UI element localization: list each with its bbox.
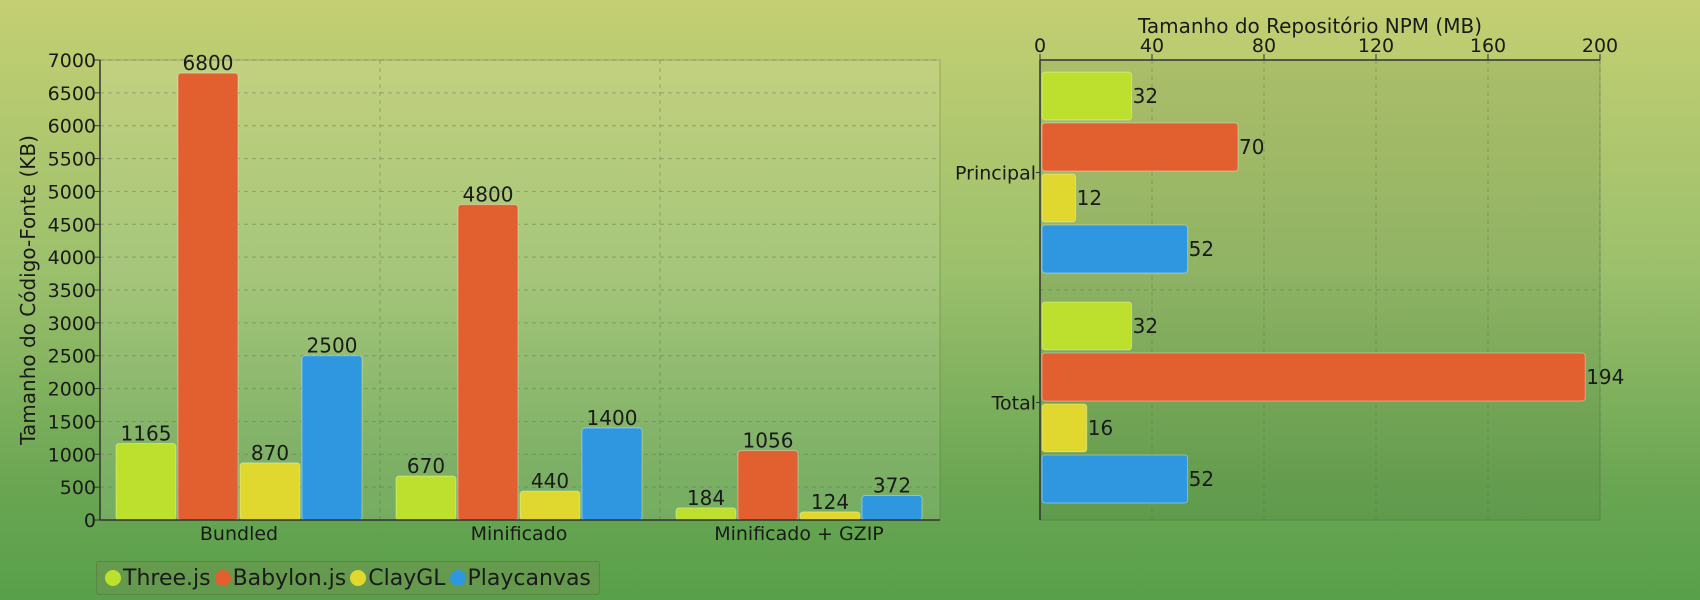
bar: [1041, 301, 1133, 351]
legend-label: Playcanvas: [467, 565, 591, 591]
x-tick-label: Minificado + GZIP: [714, 523, 884, 545]
bar: [581, 427, 643, 521]
y-tick-label: 5500: [48, 149, 96, 171]
bar: [457, 204, 519, 521]
y-tick-label: Principal: [955, 163, 1036, 185]
data-label: 2500: [307, 334, 358, 358]
y-tick-label: 7000: [48, 50, 96, 72]
data-label: 32: [1133, 84, 1158, 108]
bar: [177, 72, 239, 521]
bar: [1041, 71, 1133, 121]
bar: [1041, 352, 1586, 402]
y-tick-label: Total: [991, 393, 1036, 415]
data-label: 4800: [463, 183, 514, 207]
bar: [1041, 173, 1077, 223]
y-tick-label: 5000: [48, 181, 96, 203]
data-label: 52: [1189, 237, 1214, 261]
legend-label: Babylon.js: [232, 565, 347, 591]
y-tick-label: 0: [84, 510, 96, 532]
y-tick-label: 1000: [48, 444, 96, 466]
data-label: 1400: [587, 406, 638, 430]
data-label: 124: [811, 490, 849, 514]
y-tick-label: 6500: [48, 83, 96, 105]
legend-item-babylon: Babylon.js: [214, 565, 347, 591]
data-label: 870: [251, 441, 289, 465]
y-tick-label: 2500: [48, 346, 96, 368]
x-tick-label: Minificado: [471, 523, 568, 545]
y-tick-label: 3000: [48, 313, 96, 335]
data-label: 6800: [183, 51, 234, 75]
data-label: 1056: [743, 429, 794, 453]
bar: [861, 495, 923, 521]
y-tick-label: 4500: [48, 214, 96, 236]
bar: [1041, 454, 1189, 504]
bar: [519, 490, 581, 521]
legend-label: ClayGL: [368, 565, 446, 591]
y-axis-title: Tamanho do Código-Fonte (KB): [16, 135, 40, 446]
y-tick-label: 500: [60, 477, 96, 499]
legend-item-claygl: ClayGL: [350, 565, 446, 591]
legend-swatch-icon: [214, 570, 231, 586]
x-tick-label: 120: [1358, 35, 1394, 57]
bar: [301, 355, 363, 521]
legend-label: Three.js: [123, 565, 211, 591]
legend-swatch-icon: [350, 570, 367, 586]
x-tick-label: 0: [1034, 35, 1046, 57]
data-label: 670: [407, 454, 445, 478]
source-size-bar-chart: 0 500 1000 1500 2000 2500 3000 3500 4000 4500 5000…: [16, 50, 941, 545]
data-label: 16: [1088, 416, 1113, 440]
bar: [1041, 403, 1088, 453]
x-tick-label: 40: [1140, 35, 1164, 57]
y-tick-label: 4000: [48, 247, 96, 269]
legend-item-playcanvas: Playcanvas: [449, 565, 591, 591]
x-axis-title: Tamanho do Repositório NPM (MB): [1137, 14, 1482, 38]
legend-swatch-icon: [449, 570, 466, 586]
bar: [1041, 122, 1239, 172]
data-label: 440: [531, 469, 569, 493]
bar: [395, 475, 457, 521]
data-label: 372: [873, 474, 911, 498]
plot-area: [99, 59, 941, 521]
npm-size-bar-chart: 0 40 80 120 160 200 32 70 12 52 Principal 32 194 16 52…: [955, 14, 1624, 521]
legend-item-three: Three.js: [105, 566, 211, 591]
data-label: 194: [1586, 365, 1624, 389]
legend-swatch-icon: [105, 570, 121, 586]
data-label: 32: [1133, 314, 1158, 338]
data-label: 1165: [121, 421, 172, 445]
x-tick-label: Bundled: [200, 523, 278, 545]
data-label: 70: [1239, 135, 1264, 159]
data-label: 184: [687, 486, 725, 510]
bar: [1041, 224, 1189, 274]
x-tick-label: 160: [1470, 35, 1506, 57]
y-tick-label: 6000: [48, 116, 96, 138]
data-label: 12: [1077, 186, 1102, 210]
y-tick-label: 3500: [48, 280, 96, 302]
y-tick-label: 1500: [48, 411, 96, 433]
bar: [737, 450, 799, 521]
bar: [115, 442, 177, 521]
x-tick-label: 80: [1252, 35, 1276, 57]
bar: [239, 462, 301, 521]
y-tick-label: 2000: [48, 379, 96, 401]
x-tick-label: 200: [1582, 35, 1618, 57]
chart-legend: Three.js Babylon.js ClayGL Playcanvas: [96, 561, 600, 595]
data-label: 52: [1189, 467, 1214, 491]
